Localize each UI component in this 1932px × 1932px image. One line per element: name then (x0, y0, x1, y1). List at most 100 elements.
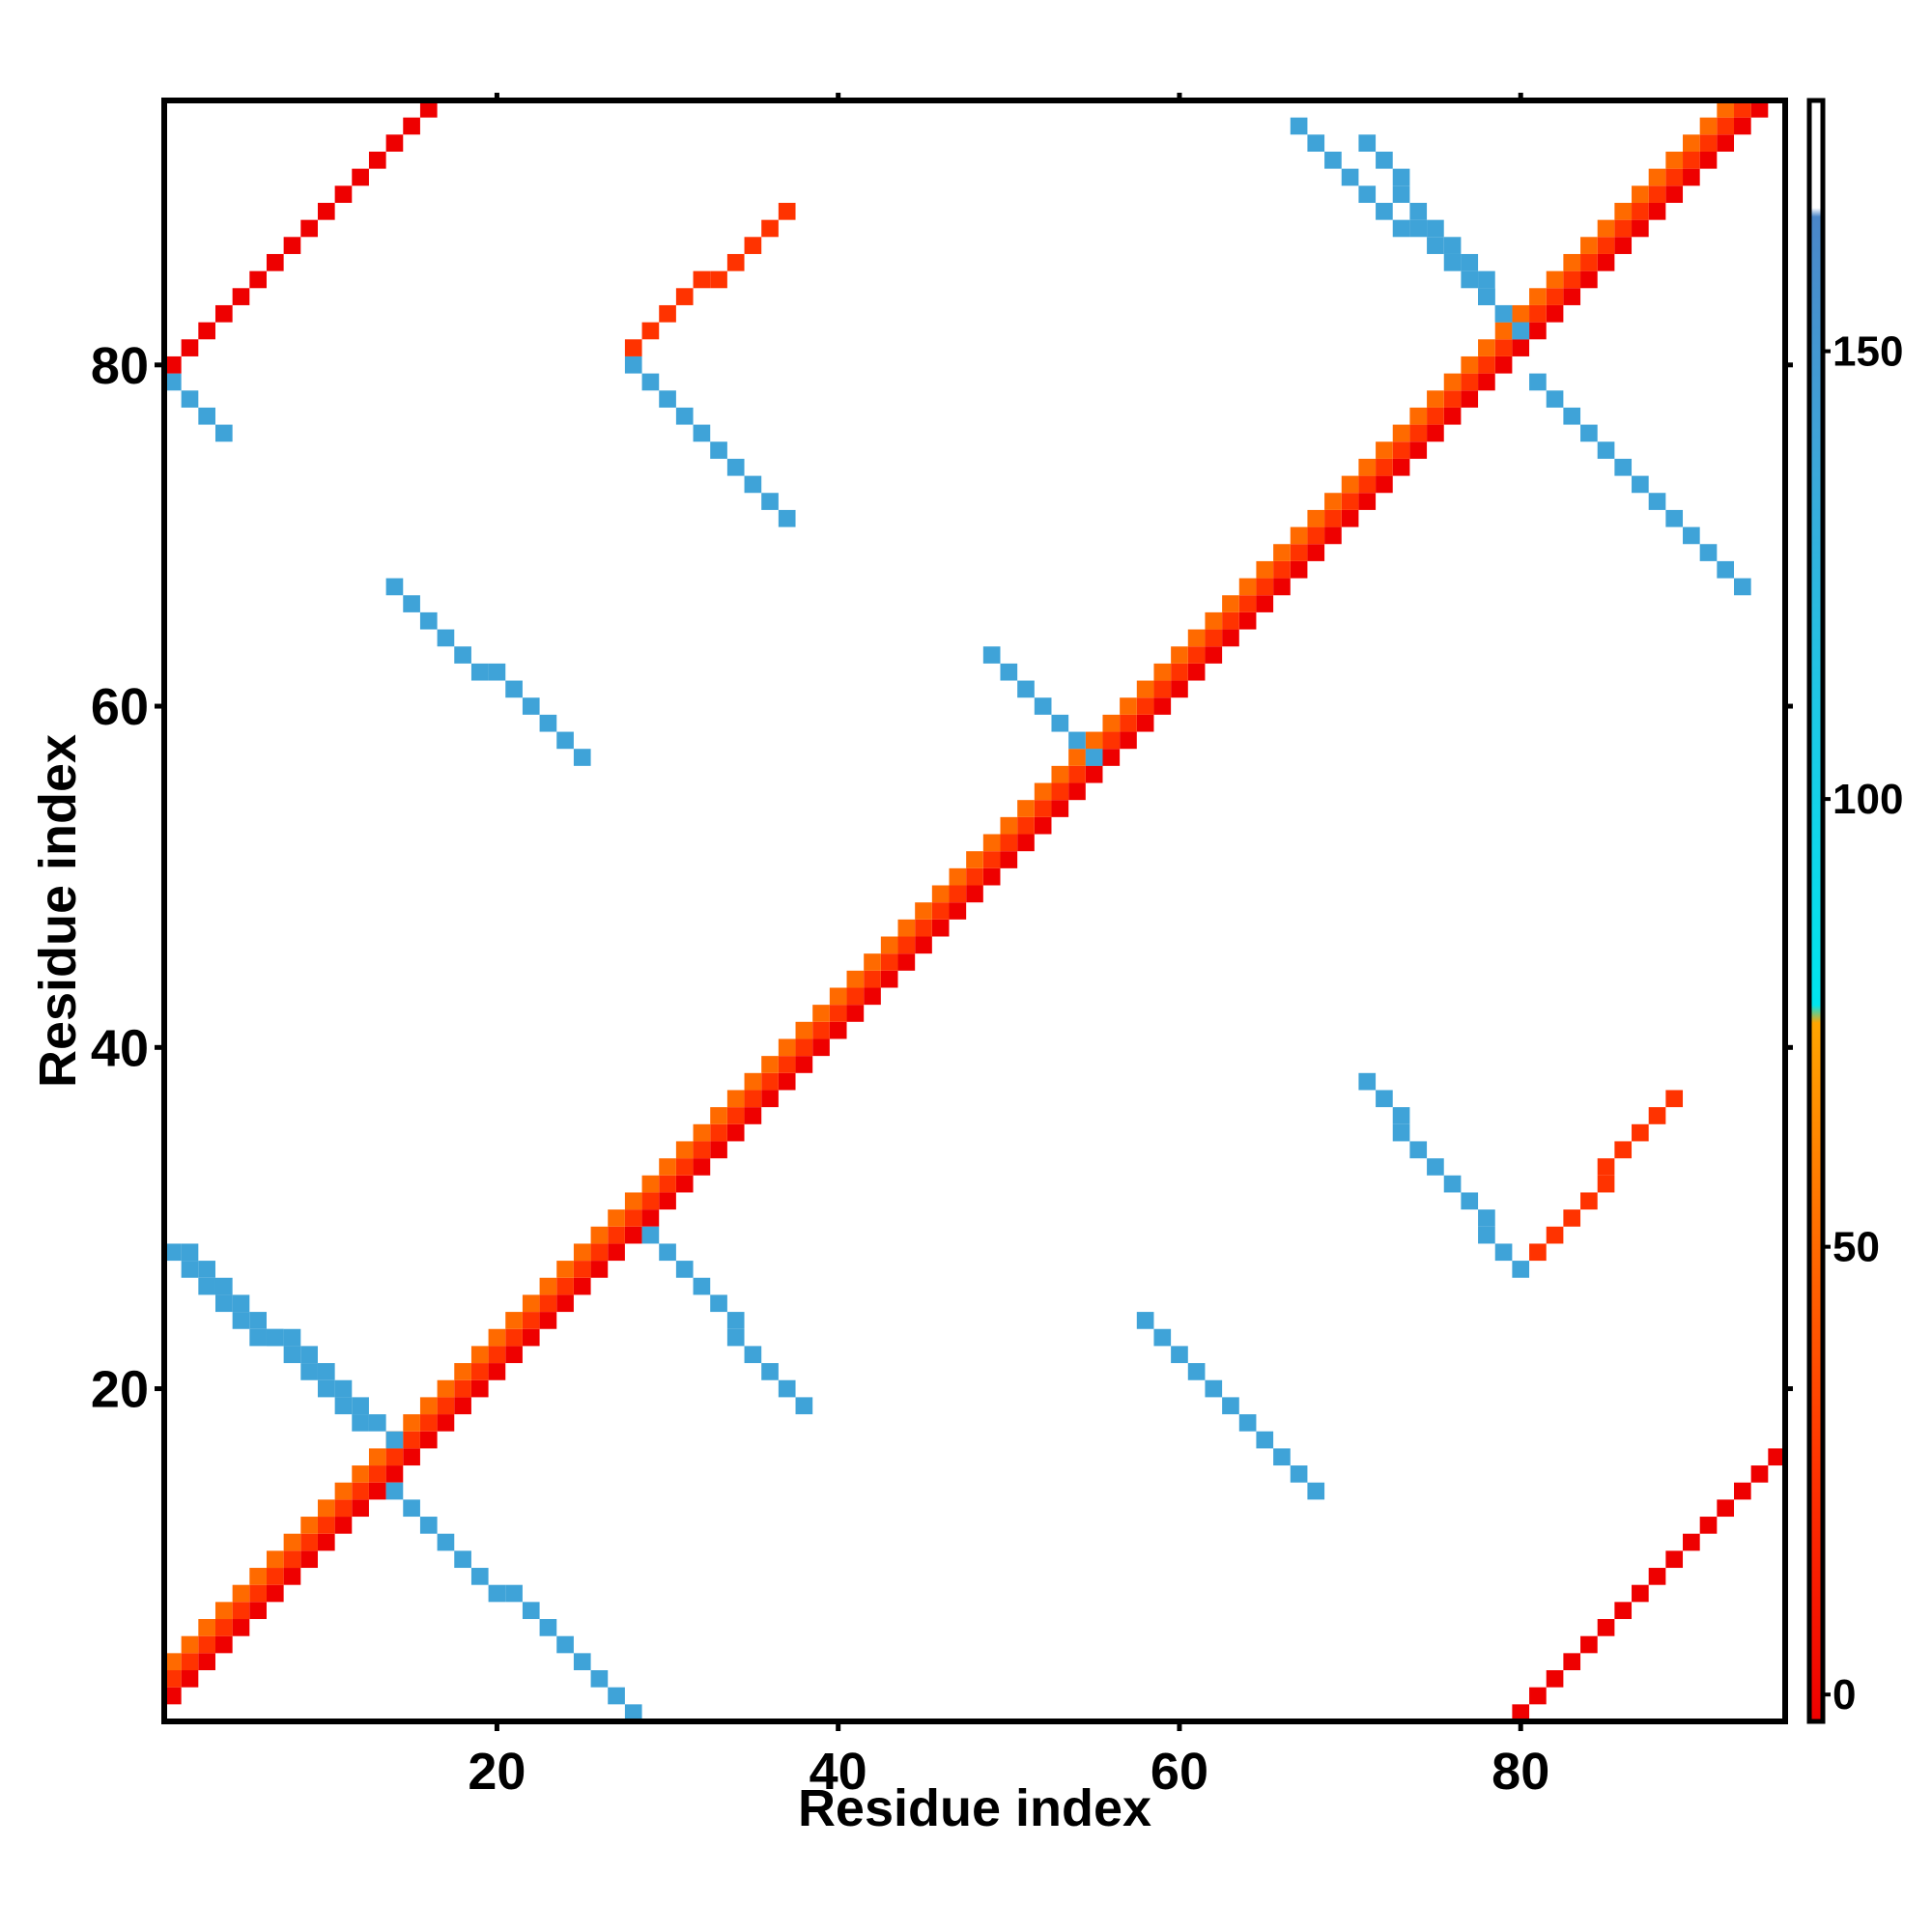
heatmap-cell (812, 1021, 830, 1039)
heatmap-cell (1017, 680, 1035, 698)
heatmap-cell (1461, 390, 1479, 408)
heatmap-cell (726, 1123, 745, 1142)
heatmap-cell (419, 1517, 438, 1534)
heatmap-cell (1409, 441, 1428, 459)
colorbar-tick-label: 50 (1833, 1224, 1880, 1271)
heatmap-cell (675, 407, 694, 425)
heatmap-cell (1324, 151, 1342, 169)
heatmap-cell (470, 1346, 489, 1364)
heatmap-cell (1580, 424, 1598, 442)
heatmap-cell (1648, 1107, 1666, 1124)
heatmap-cell (1358, 475, 1377, 494)
heatmap-cell (283, 1568, 301, 1585)
heatmap-cell (266, 1328, 284, 1347)
heatmap-cell (744, 1107, 762, 1124)
heatmap-cell (641, 322, 660, 340)
heatmap-cell (1358, 1072, 1377, 1091)
heatmap-cell (1290, 117, 1308, 135)
heatmap-cell (1512, 1704, 1530, 1721)
heatmap-cell (1665, 151, 1684, 169)
heatmap-cell (403, 1431, 420, 1449)
heatmap-cell (198, 1261, 215, 1278)
heatmap-cell (641, 373, 660, 391)
heatmap-cell (915, 936, 932, 954)
heatmap-cell (608, 1687, 625, 1705)
heatmap-cell (1750, 100, 1769, 118)
heatmap-cell (334, 1482, 353, 1500)
heatmap-cell (522, 1294, 540, 1313)
heatmap-cell (198, 407, 215, 425)
x-tick-label: 20 (468, 1743, 526, 1801)
heatmap-cell (726, 1312, 745, 1329)
heatmap-cell (1614, 202, 1633, 220)
heatmap-cell (1409, 219, 1428, 238)
heatmap-cell (1443, 237, 1462, 254)
heatmap-cell (1563, 288, 1581, 305)
heatmap-cell (1153, 1328, 1172, 1347)
heatmap-cell (1580, 253, 1598, 271)
heatmap-cell (897, 953, 916, 971)
heatmap-cell (232, 1602, 250, 1620)
heatmap-cell (1136, 697, 1154, 715)
heatmap-cell (795, 1021, 813, 1039)
heatmap-cell (1358, 134, 1377, 152)
heatmap-cell (966, 851, 983, 868)
heatmap-cell (1512, 339, 1530, 356)
heatmap-cell (1000, 663, 1018, 681)
heatmap-cell (368, 1482, 386, 1500)
heatmap-cell (1376, 1090, 1393, 1108)
heatmap-cell (659, 1158, 676, 1176)
heatmap-cell (385, 1431, 404, 1449)
heatmap-cell (573, 1243, 591, 1262)
heatmap-cell (1597, 219, 1615, 238)
heatmap-cell (726, 253, 745, 271)
heatmap-cell (1478, 288, 1495, 305)
heatmap-cell (1376, 151, 1393, 169)
heatmap-cell (300, 1517, 318, 1534)
heatmap-cell (1000, 834, 1018, 852)
heatmap-cell (317, 1363, 335, 1380)
heatmap-cell (334, 1379, 353, 1398)
heatmap-cell (470, 1363, 489, 1380)
heatmap-cell (1461, 373, 1479, 391)
heatmap-cell (1358, 493, 1377, 510)
heatmap-cell (1085, 765, 1103, 783)
heatmap-cell (539, 1277, 557, 1295)
heatmap-cell (300, 1363, 318, 1380)
heatmap-cell (1187, 663, 1206, 681)
heatmap-cell (1171, 1346, 1188, 1364)
heatmap-cell (1171, 663, 1188, 681)
heatmap-cell (488, 1584, 506, 1603)
heatmap-cell (1051, 782, 1069, 801)
heatmap-cell (624, 339, 642, 356)
heatmap-cell (283, 1550, 301, 1569)
heatmap-cell (1546, 1226, 1564, 1244)
heatmap-cell (1376, 202, 1393, 220)
heatmap-cell (1546, 1670, 1564, 1688)
heatmap-cell (368, 1414, 386, 1432)
heatmap-cell (982, 851, 1001, 868)
heatmap-cell (352, 168, 369, 186)
heatmap-cell (778, 509, 796, 527)
heatmap-cell (1068, 749, 1086, 766)
heatmap-cell (1238, 611, 1257, 630)
heatmap-cell (1136, 680, 1154, 698)
heatmap-cell (1256, 595, 1274, 612)
heatmap-cell (744, 237, 762, 254)
heatmap-cell (1307, 526, 1325, 545)
heatmap-cell (1307, 134, 1325, 152)
heatmap-cell (1512, 1261, 1530, 1278)
heatmap-cell (1205, 1379, 1223, 1398)
heatmap-cell (659, 390, 676, 408)
heatmap-cell (368, 1448, 386, 1466)
heatmap-cell (317, 1379, 335, 1398)
heatmap-cell (1494, 322, 1513, 340)
heatmap-cell (1699, 1517, 1718, 1534)
heatmap-cell (1120, 697, 1137, 715)
heatmap-cell (1597, 1175, 1615, 1193)
heatmap-cell (1734, 117, 1751, 135)
heatmap-cell (778, 1072, 796, 1091)
heatmap-cell (744, 1072, 762, 1091)
heatmap-cell (1017, 816, 1035, 835)
heatmap-cell (300, 1533, 318, 1551)
